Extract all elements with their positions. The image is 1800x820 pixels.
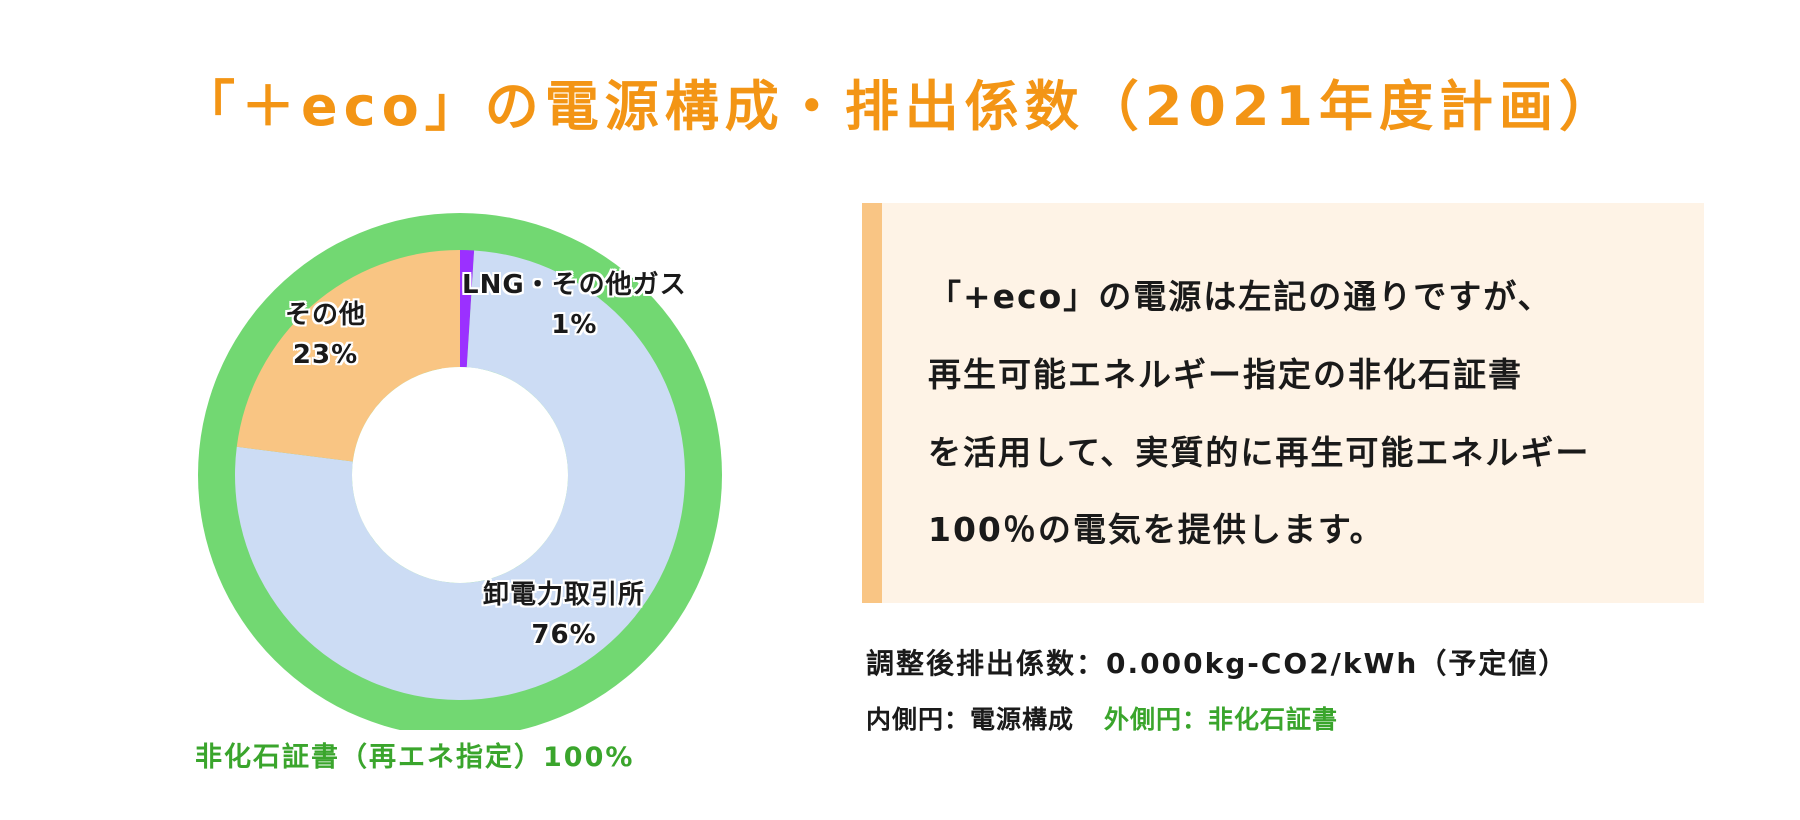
slice-other	[236, 250, 460, 462]
label-lng: LNG・その他ガス 1%	[462, 265, 687, 345]
label-exchange-name: 卸電力取引所	[483, 580, 646, 610]
donut-hole	[352, 367, 568, 583]
explanation-accent-bar	[862, 203, 882, 603]
emission-factor: 調整後排出係数：0.000kg-CO2/kWh（予定値）	[866, 647, 1569, 680]
ring-legend: 内側円：電源構成 外側円：非化石証書	[866, 700, 1338, 736]
outer-ring-label: 非化石証書（再エネ指定）100%	[195, 742, 635, 773]
legend-inner-ring: 内側円：電源構成	[866, 705, 1075, 734]
label-exchange-percent: 76%	[531, 620, 597, 650]
label-other: その他 23%	[285, 295, 366, 375]
explanation-box: 「+eco」の電源は左記の通りですが、 再生可能エネルギー指定の非化石証書 を活…	[862, 203, 1704, 603]
explanation-line: 100％の電気を提供します。	[928, 510, 1385, 549]
explanation-line: 「+eco」の電源は左記の通りですが、	[928, 277, 1553, 316]
slice-lng-gas	[460, 250, 475, 368]
explanation-line: 再生可能エネルギー指定の非化石証書	[928, 355, 1523, 394]
donut-chart	[198, 213, 722, 730]
label-lng-name: LNG・その他ガス	[462, 270, 687, 300]
label-other-percent: 23%	[292, 340, 359, 370]
label-lng-percent: 1%	[551, 310, 598, 340]
page-title: 「＋eco」の電源構成・排出係数（2021年度計画）	[180, 75, 1620, 138]
label-other-name: その他	[285, 300, 367, 330]
slice-power-exchange	[235, 250, 685, 700]
label-exchange: 卸電力取引所 76%	[483, 575, 645, 655]
legend-outer-ring: 外側円：非化石証書	[1104, 705, 1339, 734]
explanation-line: を活用して、実質的に再生可能エネルギー	[928, 433, 1591, 472]
